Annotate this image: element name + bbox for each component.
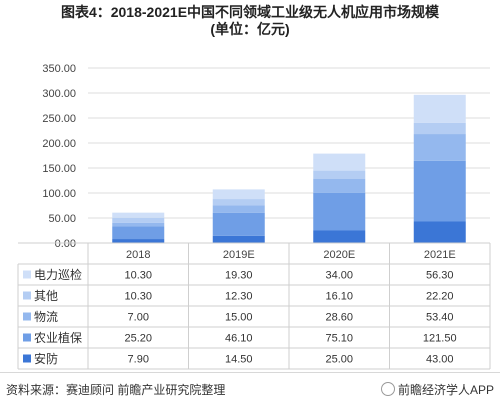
wechat-icon [380, 382, 395, 396]
data-label: 75.10 [325, 333, 353, 345]
bar-segment [112, 212, 165, 218]
data-label: 15.00 [225, 312, 253, 324]
legend-label: 其他 [34, 289, 58, 303]
y-tick-label: 100.00 [42, 188, 76, 200]
source-note: 资料来源：赛迪顾问 前瞻产业研究院整理 [6, 383, 226, 397]
bar-segment [313, 230, 366, 243]
stacked-bar-chart: 0.00 50.00 100.00 150.00 200.00 250.00 300.00 3… [17, 63, 491, 370]
y-tick-label: 50.00 [48, 213, 76, 225]
x-tick-label: 2021E [424, 249, 456, 261]
legend-label: 安防 [34, 351, 58, 366]
data-table: 2018 2019E 2020E 2021E 电力巡检 10.30 19.30 34.00 56… [17, 242, 491, 370]
bars [112, 94, 466, 243]
bar-segment [413, 134, 466, 161]
bar-segment [212, 199, 265, 206]
y-tick-label: 0.00 [55, 238, 76, 250]
legend-swatch [23, 333, 31, 342]
data-label: 19.30 [225, 270, 253, 282]
bar-segment [112, 222, 165, 227]
bar-segment [313, 170, 366, 179]
bar-segment [112, 239, 165, 243]
bar-segment [212, 212, 265, 236]
data-label: 25.20 [124, 333, 152, 345]
data-label: 56.30 [426, 270, 454, 282]
legend-swatch [23, 270, 31, 279]
y-tick-label: 250.00 [42, 113, 76, 125]
data-label: 28.60 [325, 312, 353, 324]
x-tick-label: 2019E [223, 249, 255, 261]
legend-label: 电力巡检 [34, 267, 82, 282]
y-tick-label: 200.00 [42, 138, 76, 150]
data-label: 12.30 [225, 291, 253, 303]
footer: 资料来源：赛迪顾问 前瞻产业研究院整理 前瞻经济学人APP [0, 372, 500, 410]
data-label: 34.00 [325, 270, 353, 282]
legend-swatch [23, 291, 31, 300]
x-tick-label: 2018 [126, 249, 150, 261]
account-watermark: 前瞻经济学人APP [380, 381, 494, 398]
bar-segment [413, 160, 466, 222]
data-label: 7.00 [128, 312, 149, 324]
bar-segment [112, 217, 165, 223]
bar-segment [212, 189, 265, 200]
bar-segment [212, 235, 265, 243]
data-label: 10.30 [124, 291, 152, 303]
legend-label: 农业植保 [34, 330, 82, 345]
bar-segment [313, 178, 366, 193]
bar-segment [112, 226, 165, 240]
legend-label: 物流 [34, 310, 58, 324]
y-tick-label: 300.00 [42, 88, 76, 100]
data-label: 53.40 [426, 312, 454, 324]
bar-segment [212, 205, 265, 213]
data-label: 25.00 [325, 354, 353, 366]
y-tick-label: 150.00 [42, 163, 76, 175]
data-label: 16.10 [325, 291, 353, 303]
y-axis-ticks: 0.00 50.00 100.00 150.00 200.00 250.00 300.00 3… [42, 63, 76, 250]
account-name: 前瞻经济学人APP [397, 383, 494, 397]
x-tick-label: 2020E [323, 249, 355, 261]
title-line-2: (单位：亿元) [210, 21, 290, 37]
bar-segment [313, 153, 366, 171]
bar-segment [413, 94, 466, 123]
data-label: 46.10 [225, 333, 253, 345]
legend-swatch [23, 354, 31, 363]
legend-swatch [23, 312, 31, 321]
data-label: 22.20 [426, 291, 454, 303]
bar-segment [413, 122, 466, 135]
y-tick-label: 350.00 [42, 63, 76, 75]
data-label: 7.90 [128, 354, 149, 366]
bar-segment [313, 192, 366, 231]
chart-title: 图表4：2018-2021E中国不同领域工业级无人机应用市场规模 (单位：亿元) [0, 4, 500, 38]
data-label: 10.30 [124, 270, 152, 282]
data-label: 43.00 [426, 354, 454, 366]
data-label: 14.50 [225, 354, 253, 366]
bar-segment [413, 221, 466, 243]
title-line-1: 图表4：2018-2021E中国不同领域工业级无人机应用市场规模 [60, 4, 440, 20]
data-label: 121.50 [423, 333, 457, 345]
